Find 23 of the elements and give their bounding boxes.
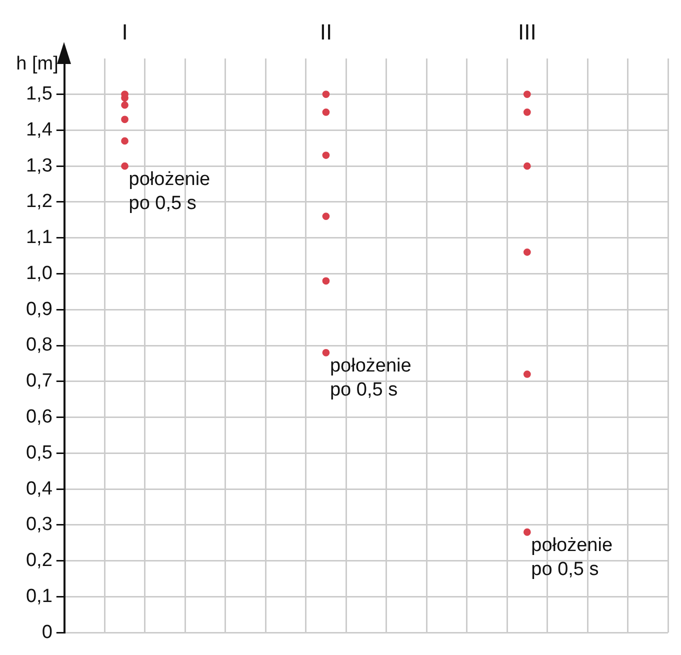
- annotation: położenie po 0,5 s: [128, 168, 210, 214]
- y-tick-label: 0,5: [26, 442, 52, 464]
- x-tick-label: II: [320, 19, 332, 44]
- y-tick-label: 0: [42, 622, 52, 643]
- y-tick-label: 0,6: [26, 406, 52, 428]
- y-tick-label: 0,1: [26, 586, 52, 607]
- y-tick-label: 1,5: [26, 84, 52, 105]
- y-tick-label: 1,0: [26, 262, 52, 284]
- y-tick-label: 1,2: [26, 191, 52, 212]
- y-tick-label: 0,7: [26, 370, 52, 392]
- y-tick-label: 0,8: [26, 334, 52, 356]
- y-tick-label: 0,2: [26, 550, 52, 572]
- y-tick-label: 0,3: [26, 514, 52, 536]
- annotation: położenie po 0,5 s: [531, 534, 613, 580]
- y-tick-label: 1,1: [26, 227, 52, 248]
- y-tick-label: 1,3: [26, 155, 52, 176]
- y-axis-title: h [m]: [16, 54, 58, 75]
- y-tick-label: 1,4: [26, 119, 53, 140]
- y-tick-label: 0,4: [26, 478, 53, 500]
- annotation: położenie po 0,5 s: [330, 355, 412, 400]
- x-tick-label: III: [518, 19, 536, 44]
- y-tick-label: 0,9: [26, 298, 52, 320]
- x-tick-label: I: [122, 19, 128, 44]
